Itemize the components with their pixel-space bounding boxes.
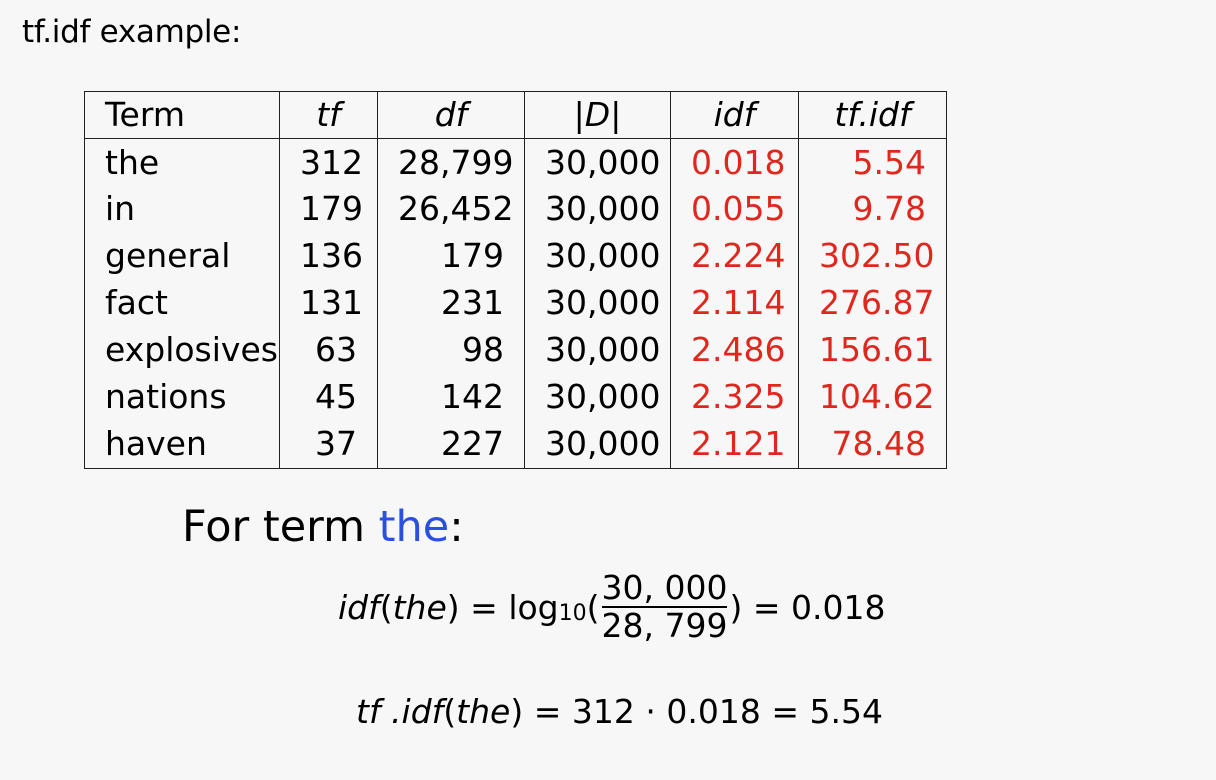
- eq1-fraction-bar: [601, 606, 728, 608]
- eq1-log-paren-open: (: [586, 587, 600, 627]
- table-row: explosives 63 98 30,000 2.486 156.61: [84, 326, 947, 374]
- eq2-idf: 0.018: [666, 692, 761, 731]
- eq1-numerator: 30, 000: [601, 568, 728, 607]
- cell-df: 98: [377, 326, 525, 374]
- header-doc-count: |D|: [524, 91, 671, 139]
- cell-tf: 131: [279, 279, 378, 327]
- table-row: haven 37 227 30,000 2.121 78.48: [84, 420, 947, 469]
- cell-doc-count: 30,000: [524, 232, 671, 280]
- table-row: the 312 28,799 30,000 0.018 5.54: [84, 138, 947, 186]
- cell-tf: 63: [279, 326, 378, 374]
- cell-term: general: [84, 232, 280, 280]
- cell-tf: 37: [279, 420, 378, 469]
- tfidf-equation: tf .idf(the) = 312 · 0.018 = 5.54: [356, 692, 883, 731]
- eq1-equals: =: [470, 587, 498, 627]
- cell-doc-count: 30,000: [524, 186, 671, 233]
- cell-doc-count: 30,000: [524, 279, 671, 327]
- eq1-log: log: [508, 587, 559, 627]
- cell-term: nations: [84, 373, 280, 421]
- cell-idf: 2.486: [670, 326, 799, 374]
- eq1-result: 0.018: [791, 587, 886, 627]
- header-df: df: [377, 91, 525, 139]
- cell-doc-count: 30,000: [524, 420, 671, 469]
- cell-doc-count: 30,000: [524, 373, 671, 421]
- table-row: fact 131 231 30,000 2.114 276.87: [84, 279, 947, 327]
- eq1-log-base: 10: [558, 600, 587, 626]
- cell-df: 179: [377, 232, 525, 280]
- cell-tfidf: 276.87: [798, 279, 947, 327]
- cell-tf: 45: [279, 373, 378, 421]
- eq1-equals2: =: [752, 587, 781, 627]
- cell-df: 227: [377, 420, 525, 469]
- example-title: For term the:: [182, 502, 464, 552]
- eq2-result: 5.54: [809, 692, 883, 731]
- eq2-paren-close: ): [510, 692, 524, 731]
- cell-tfidf: 78.48: [798, 420, 947, 469]
- idf-equation: idf(the) = log 10( 30, 000 28, 799 ) = 0.…: [338, 560, 885, 654]
- table-header-row: Term tf df |D| idf tf.idf: [84, 91, 947, 139]
- eq2-dot: ·: [645, 692, 656, 731]
- eq1-arg: the: [392, 587, 447, 627]
- cell-idf: 2.121: [670, 420, 799, 469]
- eq2-arg: the: [456, 692, 511, 731]
- cell-tf: 312: [279, 138, 378, 186]
- tfidf-table: Term tf df |D| idf tf.idf the 312 28,799…: [84, 91, 947, 469]
- cell-df: 28,799: [377, 138, 525, 186]
- eq2-tf: 312: [571, 692, 635, 731]
- cell-tfidf: 302.50: [798, 232, 947, 280]
- eq1-fraction: 30, 000 28, 799: [601, 568, 728, 645]
- slide-heading: tf.idf example:: [22, 14, 242, 50]
- cell-df: 231: [377, 279, 525, 327]
- header-tf: tf: [279, 91, 378, 139]
- cell-df: 142: [377, 373, 525, 421]
- eq1-fn: idf: [338, 587, 380, 627]
- header-term: Term: [84, 91, 280, 139]
- eq2-paren-open: (: [443, 692, 457, 731]
- cell-tfidf: 5.54: [798, 138, 947, 186]
- example-suffix: :: [449, 502, 464, 552]
- eq1-denominator: 28, 799: [601, 606, 728, 645]
- cell-term: in: [84, 186, 280, 233]
- cell-doc-count: 30,000: [524, 138, 671, 186]
- eq2-fn: tf .idf: [356, 692, 444, 731]
- table-row: nations 45 142 30,000 2.325 104.62: [84, 373, 947, 421]
- cell-term: fact: [84, 279, 280, 327]
- eq1-paren-open: (: [379, 587, 393, 627]
- cell-idf: 0.055: [670, 186, 799, 233]
- table-row: in 179 26,452 30,000 0.055 9.78: [84, 186, 947, 233]
- cell-term: haven: [84, 420, 280, 469]
- cell-tfidf: 156.61: [798, 326, 947, 374]
- cell-idf: 2.224: [670, 232, 799, 280]
- cell-tfidf: 9.78: [798, 186, 947, 233]
- cell-tf: 136: [279, 232, 378, 280]
- cell-term: explosives: [84, 326, 280, 374]
- header-idf: idf: [670, 91, 799, 139]
- example-term: the: [378, 502, 450, 552]
- cell-tfidf: 104.62: [798, 373, 947, 421]
- header-tfidf: tf.idf: [798, 91, 947, 139]
- eq1-log-paren-close: ): [729, 587, 743, 627]
- cell-tf: 179: [279, 186, 378, 233]
- eq1-paren-close: ): [446, 587, 460, 627]
- example-prefix: For term: [182, 502, 379, 552]
- cell-idf: 2.114: [670, 279, 799, 327]
- table-row: general 136 179 30,000 2.224 302.50: [84, 232, 947, 280]
- cell-doc-count: 30,000: [524, 326, 671, 374]
- cell-term: the: [84, 138, 280, 186]
- cell-idf: 2.325: [670, 373, 799, 421]
- cell-idf: 0.018: [670, 138, 799, 186]
- cell-df: 26,452: [377, 186, 525, 233]
